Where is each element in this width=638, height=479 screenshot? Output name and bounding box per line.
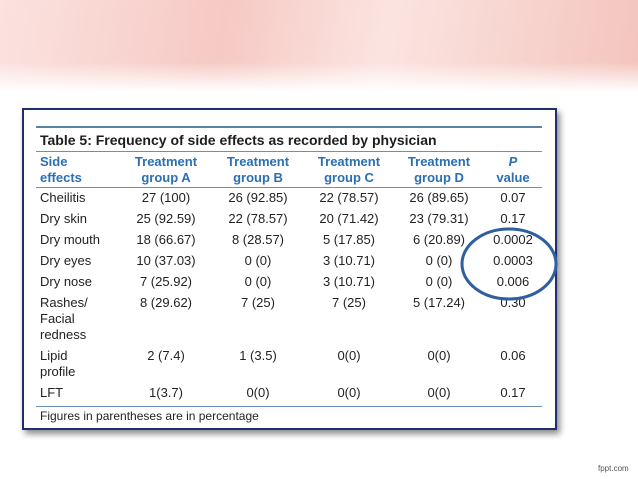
group-d-cell: 0 (0) (425, 274, 453, 289)
header-line: P (508, 154, 518, 169)
header-line: Treatment (134, 154, 198, 169)
side-effect-label-line: Dry eyes (40, 253, 92, 268)
side-effect-label-line: Dry mouth (40, 232, 100, 247)
group-d-cell: 6 (20.89) (412, 232, 466, 247)
footer-rule (36, 406, 542, 407)
table-frame: Table 5: Frequency of side effects as re… (22, 108, 557, 430)
table-row: LFT 1(3.7) 0(0) 0(0) 0(0) 0.17 (36, 383, 542, 404)
group-a-cell: 25 (92.59) (136, 211, 196, 226)
side-effect-label: Dry skin (36, 209, 120, 230)
header-line: Side (40, 154, 68, 169)
table-row: Dry nose 7 (25.92) 0 (0) 3 (10.71) 0 (0) 0.00… (36, 272, 542, 293)
group-c-cell: 0(0) (337, 348, 361, 363)
group-a-cell: 1(3.7) (149, 385, 183, 400)
header-line: Treatment (317, 154, 381, 169)
header-line: Treatment (407, 154, 471, 169)
group-d-cell: 0 (0) (425, 253, 453, 268)
group-c-cell: 0(0) (337, 385, 361, 400)
group-b-cell: 7 (25) (241, 295, 275, 310)
group-a-cell: 18 (66.67) (136, 232, 196, 247)
group-b-cell: 22 (78.57) (228, 211, 288, 226)
table-row: Dry eyes 10 (37.03) 0 (0) 3 (10.71) 0 (0) 0.0… (36, 251, 542, 272)
group-b-cell: 26 (92.85) (228, 190, 288, 205)
table-row: Dry mouth 18 (66.67) 8 (28.57) 5 (17.85) 6 (… (36, 230, 542, 251)
side-effect-label-line: Dry skin (40, 211, 87, 226)
side-effect-label-line: Cheilitis (40, 190, 86, 205)
p-value-cell: 0.006 (496, 274, 530, 289)
table-footnote: Figures in parentheses are in percentage (40, 409, 259, 423)
group-c-cell: 7 (25) (332, 295, 366, 310)
side-effect-label: Dry mouth (36, 230, 120, 251)
header-line: effects (40, 170, 82, 185)
header-rule (36, 151, 542, 152)
group-b-cell: 0(0) (246, 385, 270, 400)
group-a-cell: 7 (25.92) (139, 274, 193, 289)
p-value-cell: 0.17 (500, 385, 526, 400)
header-group-d: Treatment group D (394, 152, 484, 188)
side-effect-label-line: Dry nose (40, 274, 93, 289)
group-d-cell: 0(0) (427, 348, 451, 363)
highlight-circle (460, 227, 558, 301)
group-d-cell: 26 (89.65) (409, 190, 469, 205)
table-row: Cheilitis 27 (100) 26 (92.85) 22 (78.57) 26 … (36, 188, 542, 210)
side-effect-label-line: redness (40, 327, 87, 342)
side-effect-label-line: LFT (40, 385, 64, 400)
side-effect-label: Lipid profile (36, 346, 120, 383)
p-value-cell: 0.07 (500, 190, 526, 205)
brand-watermark: fppt.com (598, 464, 629, 473)
header-side-effects: Side effects (36, 152, 120, 188)
header-line: group A (141, 170, 191, 185)
header-group-a: Treatment group A (120, 152, 212, 188)
header-line: Treatment (226, 154, 290, 169)
side-effect-label: LFT (36, 383, 120, 404)
side-effect-label-line: profile (40, 364, 76, 379)
table-body: Cheilitis 27 (100) 26 (92.85) 22 (78.57) 26 … (36, 188, 542, 405)
header-p-value: P value (484, 152, 542, 188)
header-row: Side effects Treatment group A Treatment… (36, 152, 542, 188)
side-effect-label: Dry nose (36, 272, 120, 293)
group-c-cell: 3 (10.71) (322, 274, 376, 289)
slide-background-band (0, 0, 638, 92)
side-effect-label-line: Lipid (40, 348, 68, 363)
group-a-cell: 2 (7.4) (147, 348, 185, 363)
group-c-cell: 3 (10.71) (322, 253, 376, 268)
group-c-cell: 20 (71.42) (319, 211, 379, 226)
p-value-cell: 0.0002 (493, 232, 533, 247)
group-a-cell: 8 (29.62) (139, 295, 193, 310)
header-line: group C (324, 170, 374, 185)
title-rule (36, 126, 542, 128)
table-row: Rashes/Facial redness 8 (29.62) 7 (25) 7 (25… (36, 293, 542, 346)
table-row: Dry skin 25 (92.59) 22 (78.57) 20 (71.42) 23… (36, 209, 542, 230)
group-c-cell: 22 (78.57) (319, 190, 379, 205)
p-value-cell: 0.0003 (493, 253, 533, 268)
group-b-cell: 0 (0) (244, 253, 272, 268)
side-effect-label: Rashes/Facial redness (36, 293, 120, 346)
table-row: Lipid profile 2 (7.4) 1 (3.5) 0(0) 0(0) 0.06 (36, 346, 542, 383)
side-effect-label: Dry eyes (36, 251, 120, 272)
group-b-cell: 8 (28.57) (231, 232, 285, 247)
header-line: group B (233, 170, 283, 185)
side-effect-label-line: Rashes/ (40, 295, 88, 310)
group-d-cell: 23 (79.31) (409, 211, 469, 226)
group-d-cell: 5 (17.24) (412, 295, 466, 310)
side-effect-label-line: Facial (40, 311, 75, 326)
group-a-cell: 10 (37.03) (136, 253, 196, 268)
header-line: group D (414, 170, 464, 185)
header-group-b: Treatment group B (212, 152, 304, 188)
table-container: Table 5: Frequency of side effects as re… (36, 110, 542, 423)
table-title: Table 5: Frequency of side effects as re… (40, 132, 437, 148)
group-b-cell: 1 (3.5) (239, 348, 277, 363)
header-line: value (496, 170, 530, 185)
group-a-cell: 27 (100) (141, 190, 191, 205)
group-d-cell: 0(0) (427, 385, 451, 400)
group-c-cell: 5 (17.85) (322, 232, 376, 247)
side-effects-table: Side effects Treatment group A Treatment… (36, 152, 542, 404)
side-effect-label: Cheilitis (36, 188, 120, 210)
p-value-cell: 0.06 (500, 348, 526, 363)
group-b-cell: 0 (0) (244, 274, 272, 289)
header-group-c: Treatment group C (304, 152, 394, 188)
p-value-cell: 0.17 (500, 211, 526, 226)
